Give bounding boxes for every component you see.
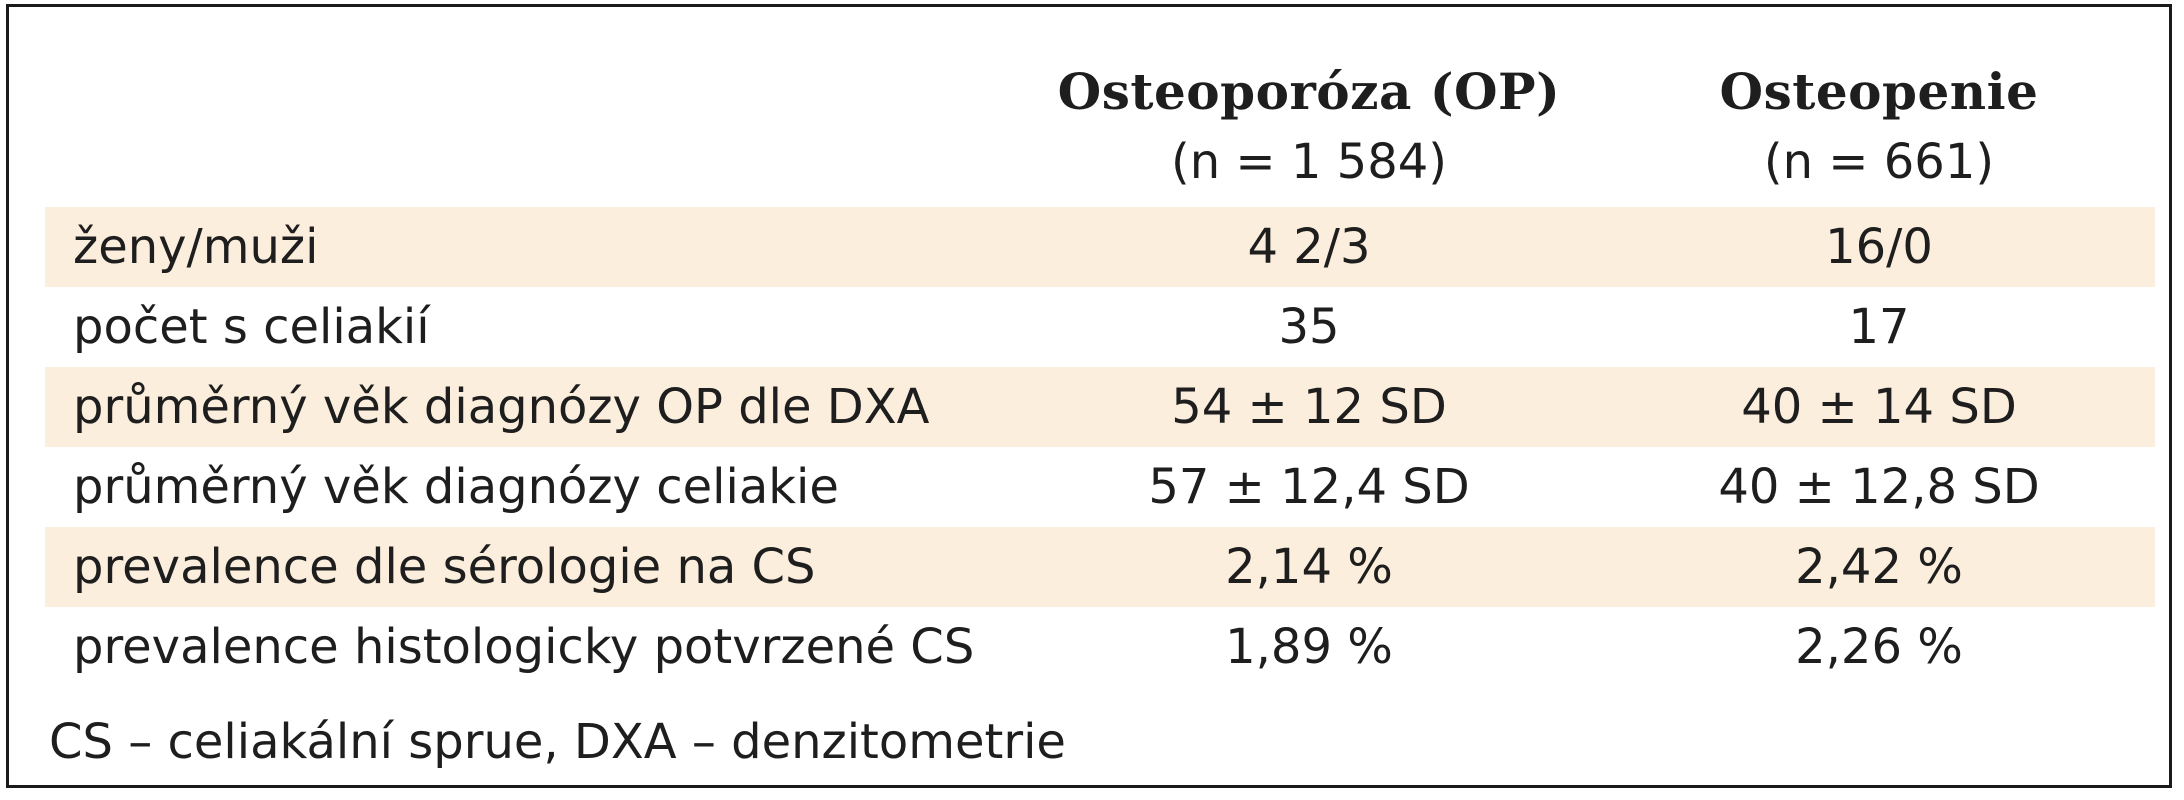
row-value-osteopenia: 2,26 %	[1795, 619, 1963, 675]
table-row: ženy/muži 4 2/3 16/0	[45, 207, 2155, 287]
row-value-osteopenia: 40 ± 14 SD	[1741, 379, 2017, 435]
row-value-osteoporosis: 57 ± 12,4 SD	[1148, 459, 1470, 515]
header-osteopenia-title: Osteopenie	[1719, 62, 2039, 121]
row-label: prevalence histologicky potvrzené CS	[73, 619, 975, 675]
row-label: průměrný věk diagnózy OP dle DXA	[73, 379, 930, 435]
table-row: prevalence dle sérologie na CS 2,14 % 2,…	[45, 527, 2155, 607]
row-value-osteoporosis: 2,14 %	[1225, 539, 1393, 595]
header-osteoporosis-n: (n = 1 584)	[1170, 134, 1448, 190]
row-label: prevalence dle sérologie na CS	[73, 539, 816, 595]
header-osteopenia-n: (n = 661)	[1763, 134, 1995, 190]
table-header: Osteoporóza (OP) (n = 1 584) Osteopenie …	[9, 57, 2169, 207]
table-row: počet s celiakií 35 17	[45, 287, 2155, 367]
header-osteoporosis-title: Osteoporóza (OP)	[1057, 62, 1561, 121]
table-footnote: CS – celiakální sprue, DXA – denzitometr…	[49, 714, 1066, 770]
row-label: počet s celiakií	[73, 299, 430, 355]
row-value-osteopenia: 2,42 %	[1795, 539, 1963, 595]
row-value-osteoporosis: 1,89 %	[1225, 619, 1393, 675]
header-osteopenia: Osteopenie (n = 661)	[1619, 57, 2139, 197]
table-body: ženy/muži 4 2/3 16/0 počet s celiakií 35…	[45, 207, 2155, 687]
row-value-osteopenia: 16/0	[1825, 219, 1933, 275]
row-value-osteopenia: 17	[1848, 299, 1910, 355]
header-osteoporosis: Osteoporóza (OP) (n = 1 584)	[1009, 57, 1609, 197]
row-value-osteoporosis: 4 2/3	[1247, 219, 1371, 275]
table-frame: Osteoporóza (OP) (n = 1 584) Osteopenie …	[6, 4, 2172, 788]
table-row: průměrný věk diagnózy celiakie 57 ± 12,4…	[45, 447, 2155, 527]
row-label: ženy/muži	[73, 219, 319, 275]
row-value-osteopenia: 40 ± 12,8 SD	[1718, 459, 2040, 515]
row-value-osteoporosis: 35	[1278, 299, 1340, 355]
row-label: průměrný věk diagnózy celiakie	[73, 459, 839, 515]
table-row: průměrný věk diagnózy OP dle DXA 54 ± 12…	[45, 367, 2155, 447]
row-value-osteoporosis: 54 ± 12 SD	[1171, 379, 1447, 435]
table-row: prevalence histologicky potvrzené CS 1,8…	[45, 607, 2155, 687]
